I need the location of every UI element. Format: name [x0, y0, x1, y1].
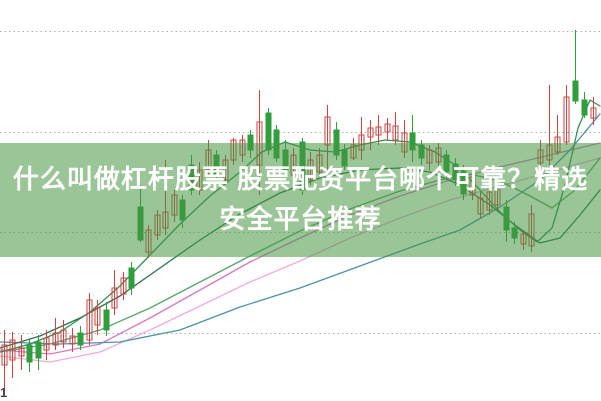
y-axis-label-fragment: 1 [0, 385, 8, 400]
candle-up [43, 337, 50, 351]
candle-down [333, 129, 340, 156]
candle-up [69, 335, 76, 345]
candle-up [392, 125, 399, 141]
candle-down [273, 129, 280, 159]
candle-down [503, 206, 510, 231]
candle-down [572, 80, 579, 102]
candle-up [86, 299, 93, 341]
candle-down [341, 149, 348, 167]
candle-up [563, 96, 570, 143]
candle-down [452, 163, 459, 181]
candle-down [409, 132, 416, 151]
candle-down [443, 154, 450, 173]
candle-down [128, 267, 135, 289]
candle-down [35, 341, 42, 359]
candle-up [384, 123, 391, 133]
candle-up [590, 107, 597, 119]
candle-down [282, 149, 289, 171]
candle-up [94, 307, 101, 326]
candle-down [511, 227, 518, 239]
candle-down [265, 112, 272, 151]
candle-up [375, 126, 382, 136]
candle-up [1, 344, 8, 366]
candle-down [179, 199, 186, 221]
candle-down [213, 154, 220, 176]
candle-down [26, 344, 33, 363]
candle-down [299, 141, 306, 191]
candle-up [60, 329, 67, 343]
candle-down [460, 170, 467, 195]
candle-up [18, 347, 25, 357]
candle-down [581, 99, 588, 116]
candle-down [188, 164, 195, 191]
candle-up [120, 277, 127, 295]
candle-up [9, 339, 16, 361]
candle-up [111, 287, 118, 309]
candle-down [247, 134, 254, 151]
candle-down [418, 144, 425, 159]
candle-up [52, 332, 59, 346]
candle-down [137, 206, 144, 241]
candle-down [77, 332, 84, 346]
candle-up [367, 127, 374, 138]
candle-down [103, 309, 110, 331]
